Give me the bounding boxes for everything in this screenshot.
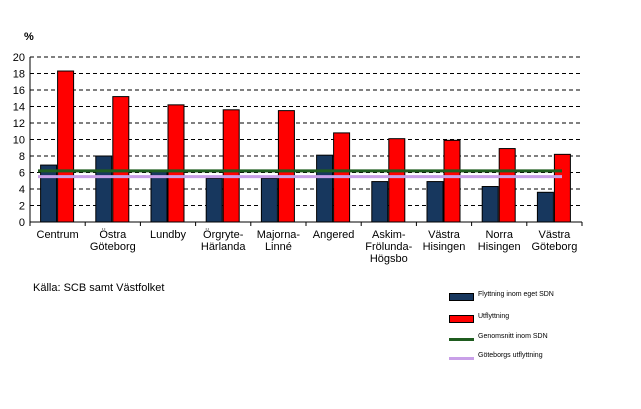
bar-utflyttning bbox=[553, 153, 571, 223]
y-tick-label: 12 bbox=[13, 118, 25, 130]
legend-line-genomsnitt-inom-sdn bbox=[449, 338, 474, 341]
bar-flyttning-inom-eget-sdn bbox=[371, 181, 389, 223]
x-tick-label-line: Majorna- bbox=[257, 229, 301, 241]
x-tick-label-line: Västra bbox=[428, 229, 461, 241]
y-tick-label: 20 bbox=[13, 52, 25, 64]
legend-item-goteborgs-utflyttning: Göteborgs utflyttning bbox=[449, 351, 629, 365]
x-tick-label-line: Östra bbox=[99, 229, 127, 241]
x-tick-label-line: Härlanda bbox=[201, 241, 247, 253]
bars bbox=[40, 70, 571, 223]
y-tick-label: 18 bbox=[13, 69, 25, 81]
legend-item-utflyttning: Utflyttning bbox=[449, 312, 629, 326]
x-tick-label: Norra Hisingen bbox=[478, 229, 521, 253]
x-tick-label-line: Örgryte- bbox=[203, 229, 244, 241]
y-tick-label: 0 bbox=[19, 217, 25, 229]
legend-line-goteborgs-utflyttning bbox=[449, 357, 474, 360]
bar-flyttning-inom-eget-sdn bbox=[481, 186, 499, 223]
x-tick-label-line: Norra bbox=[485, 229, 513, 241]
bar-utflyttning bbox=[112, 96, 130, 223]
x-tick-label-line: Angered bbox=[313, 229, 355, 241]
bar-flyttning-inom-eget-sdn bbox=[40, 164, 58, 223]
x-tick-label: Lundby bbox=[150, 229, 187, 241]
reference-lines bbox=[38, 169, 562, 179]
y-tick-label: 6 bbox=[19, 168, 25, 180]
bar-flyttning-inom-eget-sdn bbox=[316, 154, 334, 223]
bar-flyttning-inom-eget-sdn bbox=[536, 191, 554, 223]
bar-flyttning-inom-eget-sdn bbox=[95, 155, 113, 223]
legend-swatch-flyttning-inom-eget-sdn bbox=[449, 293, 474, 301]
x-tick-label: Örgryte-Härlanda bbox=[201, 229, 247, 253]
legend-item-genomsnitt-inom-sdn: Genomsnitt inom SDN bbox=[449, 332, 629, 346]
x-tick-label-line: Västra bbox=[539, 229, 572, 241]
x-tick-label-line: Göteborg bbox=[90, 241, 136, 253]
bar-utflyttning bbox=[388, 138, 406, 223]
x-tick-label-line: Göteborg bbox=[531, 241, 577, 253]
x-tick-label-line: Linné bbox=[265, 241, 292, 253]
y-tick-label: 2 bbox=[19, 201, 25, 213]
legend-item-flyttning-inom-eget-sdn: Flyttning inom eget SDN bbox=[449, 290, 629, 304]
bar-flyttning-inom-eget-sdn bbox=[205, 177, 223, 223]
x-tick-label-line: Centrum bbox=[37, 229, 79, 241]
x-tick-label-line: Hisingen bbox=[478, 241, 521, 253]
y-tick-label: 16 bbox=[13, 85, 25, 97]
legend-label: Utflyttning bbox=[478, 313, 510, 320]
x-tick-label: Västra Göteborg bbox=[531, 229, 577, 253]
bar-flyttning-inom-eget-sdn bbox=[260, 177, 278, 223]
bar-utflyttning bbox=[57, 70, 75, 223]
x-tick-label: Askim-Frölunda-Högsbo bbox=[365, 229, 412, 265]
x-tick-label-line: Lundby bbox=[150, 229, 187, 241]
y-tick-label: 14 bbox=[13, 102, 25, 114]
legend-swatch-utflyttning bbox=[449, 315, 474, 323]
x-tick-label: Östra Göteborg bbox=[90, 229, 136, 253]
x-tick-label-line: Frölunda- bbox=[365, 241, 412, 253]
x-tick-label: Centrum bbox=[37, 229, 79, 241]
bar-utflyttning bbox=[167, 104, 185, 223]
y-tick-label: 10 bbox=[13, 135, 25, 147]
bar-flyttning-inom-eget-sdn bbox=[426, 181, 444, 223]
x-tick-label-line: Högsbo bbox=[370, 253, 408, 265]
bar-utflyttning bbox=[277, 110, 295, 223]
y-axis-unit-label: % bbox=[24, 31, 34, 43]
x-tick-label: Västra Hisingen bbox=[423, 229, 466, 253]
y-tick-label: 4 bbox=[19, 184, 25, 196]
legend-label: Genomsnitt inom SDN bbox=[478, 333, 548, 340]
legend-label: Flyttning inom eget SDN bbox=[478, 291, 554, 298]
bar-utflyttning bbox=[222, 109, 240, 223]
bar-utflyttning bbox=[443, 139, 461, 223]
source-note: Källa: SCB samt Västfolket bbox=[33, 282, 165, 294]
x-tick-label-line: Askim- bbox=[372, 229, 406, 241]
x-tick-label: Majorna-Linné bbox=[257, 229, 301, 253]
legend-label: Göteborgs utflyttning bbox=[478, 352, 543, 359]
bar-utflyttning bbox=[498, 148, 516, 223]
x-tick-label: Angered bbox=[313, 229, 355, 241]
x-tick-label-line: Hisingen bbox=[423, 241, 466, 253]
y-tick-label: 8 bbox=[19, 151, 25, 163]
